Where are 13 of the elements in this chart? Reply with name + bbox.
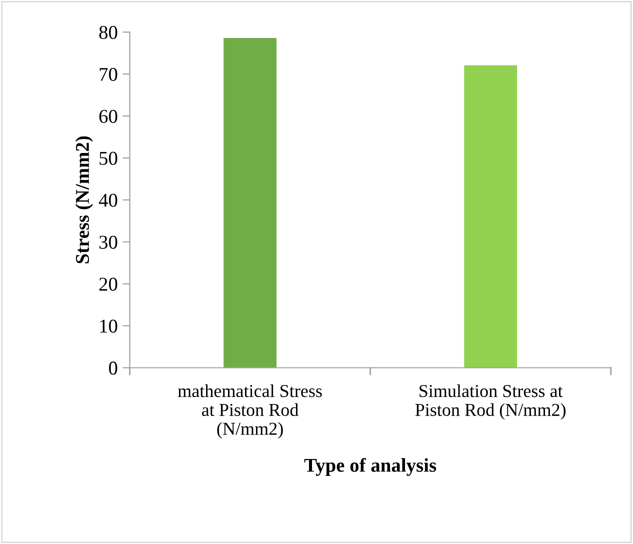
x-tick-label: mathematical Stress at Piston Rod (N/mm2) [178,384,322,439]
x-axis-title: Type of analysis [304,458,436,476]
y-tick-label: 80 [99,26,118,40]
y-tick-label: 0 [108,362,118,375]
y-tick-label: 70 [100,68,118,81]
y-tick-label: 50 [100,152,118,165]
x-tick-label: Simulation Stress at Piston Rod (N/mm2) [415,384,566,420]
y-tick-label: 30 [99,236,118,249]
y-tick-label: 20 [99,278,118,291]
y-tick-label: 60 [99,110,118,123]
y-tick-label: 10 [100,320,118,333]
y-tick-label: 40 [98,194,118,207]
y-axis-title: Stress (N/mm2) [75,136,93,264]
